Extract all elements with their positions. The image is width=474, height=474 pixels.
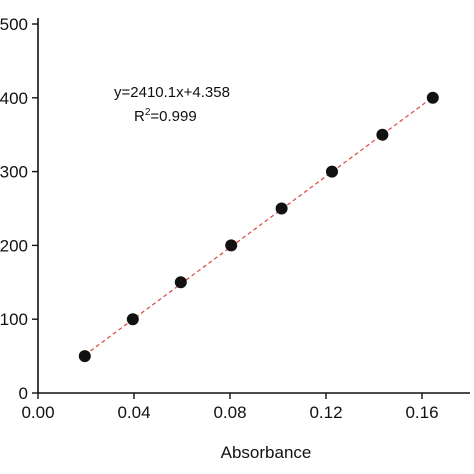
x-tick-labels: 0.00 0.04 0.08 0.12 0.16 (21, 403, 438, 422)
x-tick-label: 0.04 (117, 403, 150, 422)
tick-marks (32, 23, 423, 399)
equation-annotation: y=2410.1x+4.358 (114, 84, 230, 101)
y-tick-label: 200 (0, 236, 28, 255)
trendline (84, 96, 434, 356)
y-tick-label: 300 (0, 163, 28, 182)
data-point (376, 128, 389, 141)
data-point (174, 276, 187, 289)
r-squared-exponent: 2 (145, 107, 151, 118)
data-point (78, 350, 91, 363)
data-point (326, 165, 338, 178)
r-squared-value: =0.999 (150, 108, 196, 125)
x-tick-label: 0.16 (405, 403, 438, 422)
y-tick-labels: 0 100 200 300 400 500 (0, 15, 28, 403)
x-tick-label: 0.00 (21, 403, 54, 422)
x-axis-title: Absorbance (221, 443, 312, 462)
data-points (78, 91, 439, 363)
y-tick-label: 100 (0, 310, 28, 329)
trendline-layer (84, 96, 434, 356)
x-tick-label: 0.08 (213, 403, 246, 422)
data-point (426, 91, 439, 104)
y-tick-label: 0 (19, 384, 28, 403)
r-squared-annotation: R2=0.999 (134, 107, 197, 125)
data-point (275, 202, 288, 215)
r-squared-symbol: R (134, 108, 145, 125)
data-point (225, 239, 238, 252)
y-tick-label: 500 (0, 15, 28, 34)
y-tick-label: 400 (0, 89, 28, 108)
axes (37, 18, 470, 394)
x-tick-label: 0.12 (309, 403, 342, 422)
data-point (126, 313, 139, 326)
